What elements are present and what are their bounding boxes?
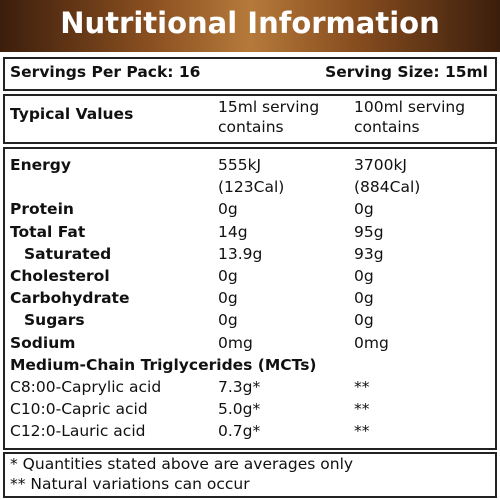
mct-label: C12:0-Lauric acid [10, 422, 146, 441]
mct-per-serving: 7.3g* [218, 378, 261, 396]
title: Nutritional Information [60, 6, 440, 40]
nutrient-label: Cholesterol [10, 267, 110, 285]
mct-per-serving: 0.7g* [218, 422, 261, 441]
per-100ml-value: (884Cal) [354, 178, 421, 197]
nutrient-label: Sodium [10, 333, 76, 352]
mct-title: Medium-Chain Triglycerides (MCTs) [10, 355, 317, 374]
sub-nutrient-label: Sugars [24, 311, 85, 330]
nutrient-label: Carbohydrate [10, 289, 130, 308]
footnote: ** Natural variations can occur [10, 475, 250, 493]
serving-size: Serving Size: 15ml [325, 63, 488, 81]
mct-label: C10:0-Capric acid [10, 400, 148, 419]
banner [0, 0, 500, 52]
mct-label: C8:00-Caprylic acid [10, 378, 162, 396]
per-100ml-value: 95g [354, 222, 384, 241]
nutrient-label: Total Fat [10, 222, 86, 241]
header-label: Typical Values [10, 105, 134, 123]
per-serving-value: 555kJ [218, 156, 262, 174]
per-100ml-value: 0mg [354, 333, 389, 352]
per-serving-value: 14g [218, 222, 248, 241]
sub-nutrient-label: Saturated [24, 244, 112, 263]
per-100ml-value: 0g [354, 267, 374, 285]
per-serving-value: (123Cal) [218, 178, 285, 197]
per-serving-value: 0g [218, 289, 238, 308]
per-serving-value: 0g [218, 267, 238, 285]
per-100ml-value: 0g [354, 200, 374, 219]
per-100ml-value: 0g [354, 289, 374, 308]
per-100ml-value: 0g [354, 311, 374, 330]
nutrient-label: Protein [10, 200, 74, 219]
footnote: * Quantities stated above are averages o… [10, 455, 354, 473]
header-box [3, 94, 497, 144]
servings-per-pack: Servings Per Pack: 16 [10, 63, 201, 81]
mct-per-serving: 5.0g* [218, 400, 261, 419]
per-serving-value: 0g [218, 200, 238, 219]
per-100ml-value: 93g [354, 244, 384, 263]
header-per-100ml: 100ml serving contains [354, 98, 466, 136]
mct-per-100ml: ** [354, 400, 370, 419]
per-100ml-value: 3700kJ [354, 156, 407, 174]
per-serving-value: 0mg [218, 333, 253, 352]
nutrient-label: Energy [10, 156, 71, 174]
servings-box [3, 57, 497, 91]
nutrients-box [3, 147, 497, 450]
footnotes-box [3, 452, 497, 498]
header-per-serving: 15ml serving contains [218, 98, 320, 136]
mct-per-100ml: ** [354, 378, 370, 396]
per-serving-value: 0g [218, 311, 238, 330]
per-serving-value: 13.9g [218, 244, 263, 263]
mct-per-100ml: ** [354, 422, 370, 441]
